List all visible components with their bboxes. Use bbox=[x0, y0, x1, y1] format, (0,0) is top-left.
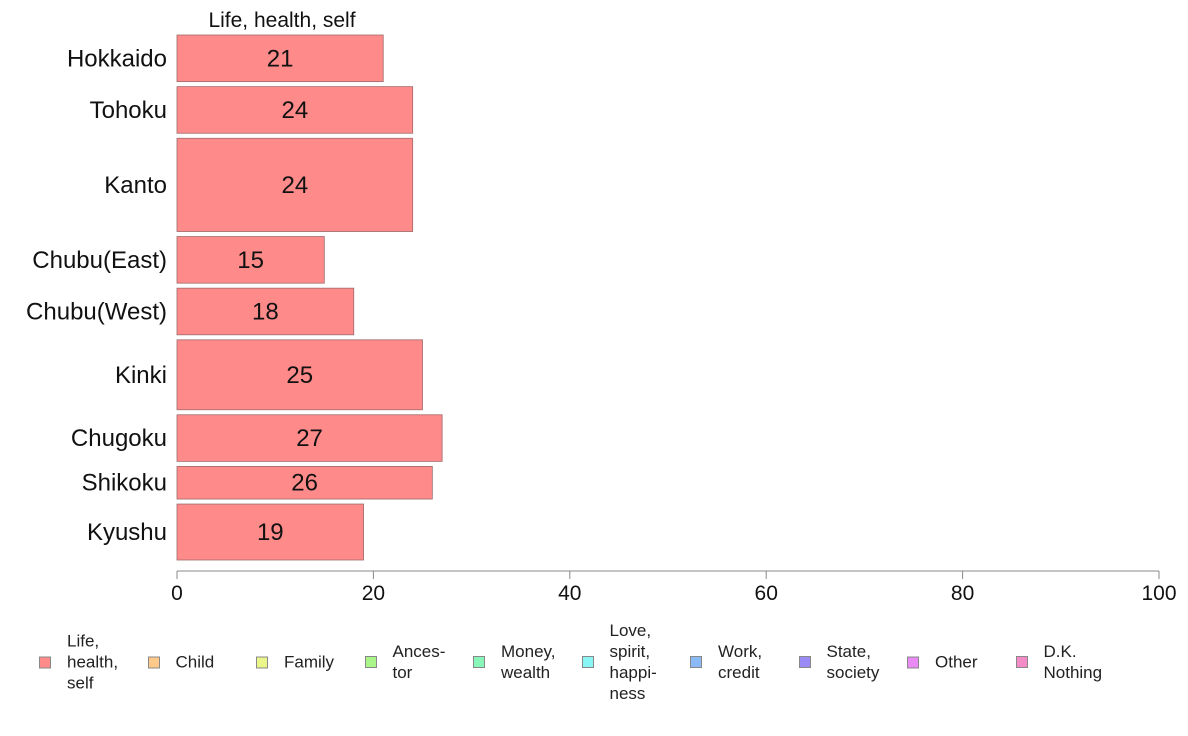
category-label: Kinki bbox=[115, 362, 167, 389]
category-label: Hokkaido bbox=[67, 45, 167, 72]
legend-item: Ances- tor bbox=[364, 641, 446, 683]
x-tick-label: 20 bbox=[362, 582, 385, 605]
legend-item: Child bbox=[147, 652, 215, 673]
bar bbox=[176, 86, 414, 134]
legend-swatch bbox=[907, 656, 919, 668]
legend-item: Life, health, self bbox=[39, 631, 118, 694]
legend-item: Money, wealth bbox=[473, 641, 556, 683]
legend-swatch bbox=[690, 656, 702, 668]
category-label: Chugoku bbox=[71, 425, 167, 452]
data-label: 27 bbox=[296, 425, 323, 452]
data-label: 26 bbox=[291, 470, 318, 497]
bar-chart: Life, health, self 21 Hokkaido 24 Tohoku 24 K… bbox=[26, 9, 1177, 605]
x-tick-label: 100 bbox=[1141, 582, 1176, 605]
x-tick-label: 60 bbox=[755, 582, 778, 605]
bar bbox=[176, 236, 325, 284]
legend-label: Love, spirit, happi- ness bbox=[609, 621, 657, 703]
category-label: Chubu(West) bbox=[26, 298, 167, 325]
legend-swatch bbox=[364, 656, 377, 668]
legend-label: Other bbox=[935, 652, 978, 672]
category-label: Kanto bbox=[104, 172, 167, 199]
legend-label: Family bbox=[284, 652, 335, 672]
bar bbox=[176, 503, 364, 561]
legend-item: Family bbox=[256, 652, 334, 673]
category-label: Chubu(East) bbox=[32, 247, 167, 274]
bar bbox=[176, 339, 423, 411]
legend-item: State, society bbox=[798, 641, 880, 683]
data-label: 24 bbox=[281, 172, 308, 199]
data-label: 18 bbox=[252, 298, 279, 325]
legend-swatch bbox=[473, 656, 485, 668]
category-label: Tohoku bbox=[90, 97, 167, 124]
data-label: 24 bbox=[281, 97, 308, 124]
legend-item: D.K. Nothing bbox=[1015, 641, 1103, 683]
bar bbox=[176, 465, 433, 500]
data-label: 19 bbox=[257, 519, 284, 546]
bar bbox=[176, 137, 414, 232]
data-label: 25 bbox=[286, 362, 313, 389]
legend-label: Life, health, self bbox=[67, 631, 119, 693]
legend: Life, health, self Child Family Ances- tor M… bbox=[0, 618, 1188, 718]
x-tick-label: 80 bbox=[951, 582, 974, 605]
legend-item: Work, credit bbox=[690, 641, 762, 683]
category-label: Kyushu bbox=[87, 519, 167, 546]
legend-label: Money, wealth bbox=[501, 642, 556, 682]
legend-item: Love, spirit, happi- ness bbox=[581, 620, 657, 704]
legend-label: Ances- tor bbox=[392, 642, 446, 682]
data-label: 15 bbox=[237, 247, 264, 274]
legend-label: D.K. Nothing bbox=[1043, 642, 1103, 682]
x-tick-label: 0 bbox=[171, 582, 183, 605]
x-axis: 0 20 40 60 80 100 bbox=[171, 570, 1177, 605]
bar bbox=[176, 287, 355, 336]
x-tick-label: 40 bbox=[558, 582, 581, 605]
bar bbox=[176, 34, 384, 83]
legend-swatch bbox=[256, 656, 268, 668]
legend-label: State, society bbox=[826, 642, 880, 682]
panel-title: Life, health, self bbox=[208, 9, 355, 32]
legend-swatch bbox=[1015, 656, 1028, 668]
legend-label: Child bbox=[175, 652, 215, 672]
bar bbox=[176, 414, 443, 462]
legend-swatch bbox=[147, 656, 160, 668]
data-label: 21 bbox=[267, 45, 294, 72]
legend-label: Work, credit bbox=[718, 642, 763, 682]
legend-swatch bbox=[39, 656, 51, 668]
category-label: Shikoku bbox=[82, 470, 167, 497]
bars-group: 21 Hokkaido 24 Tohoku 24 Kanto 15 Chubu(East) 18… bbox=[26, 34, 443, 561]
legend-swatch bbox=[798, 656, 811, 668]
legend-item: Other bbox=[907, 652, 978, 673]
legend-swatch bbox=[581, 656, 594, 668]
